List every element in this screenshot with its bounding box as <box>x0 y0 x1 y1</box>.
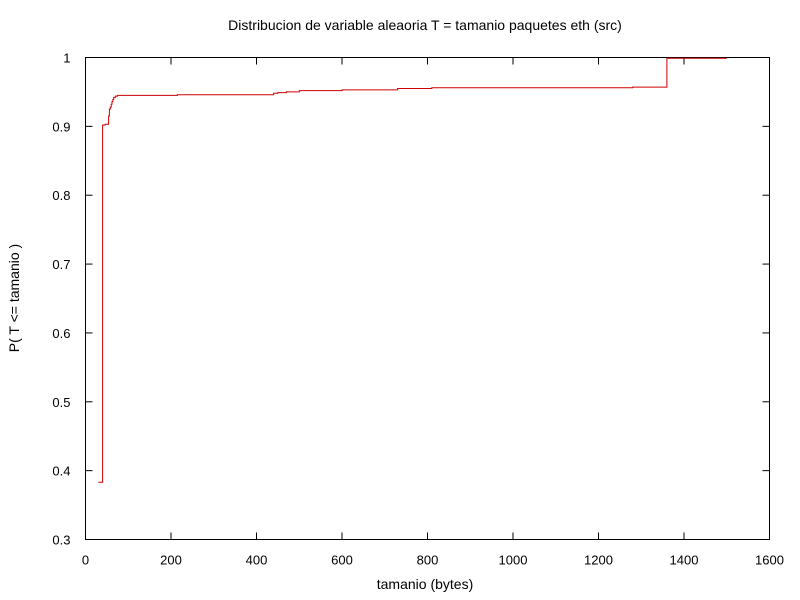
x-tick-label: 1200 <box>584 553 613 568</box>
y-tick-label: 0.6 <box>52 326 70 341</box>
y-tick-label: 0.9 <box>52 119 70 134</box>
series-layer <box>98 57 727 483</box>
x-axis-label: tamanio (bytes) <box>376 576 474 592</box>
x-tick-label: 1400 <box>670 553 699 568</box>
x-tick-label: 800 <box>417 553 439 568</box>
y-tick-label: 0.4 <box>52 464 70 479</box>
x-tick-label: 400 <box>246 553 268 568</box>
y-tick-label: 0.3 <box>52 533 70 548</box>
axis-ticks: 0.3 0.4 0.5 0.6 0.7 0.8 0.9 1 0 200 400 600 800 1000 1… <box>52 51 784 568</box>
y-tick-label: 0.7 <box>52 257 70 272</box>
x-tick-label: 600 <box>331 553 353 568</box>
chart-title: Distribucion de variable aleaoria T = ta… <box>228 17 622 33</box>
y-tick-label: 1 <box>63 51 70 66</box>
y-tick-label: 0.5 <box>52 395 70 410</box>
x-tick-label: 1600 <box>755 553 784 568</box>
plot-area-frame <box>85 57 770 540</box>
x-tick-label: 0 <box>82 553 89 568</box>
x-tick-label: 1000 <box>499 553 528 568</box>
series-line <box>98 57 727 483</box>
y-tick-label: 0.8 <box>52 188 70 203</box>
x-tick-label: 200 <box>160 553 182 568</box>
y-axis-label: P( T <= tamanio ) <box>6 243 22 353</box>
